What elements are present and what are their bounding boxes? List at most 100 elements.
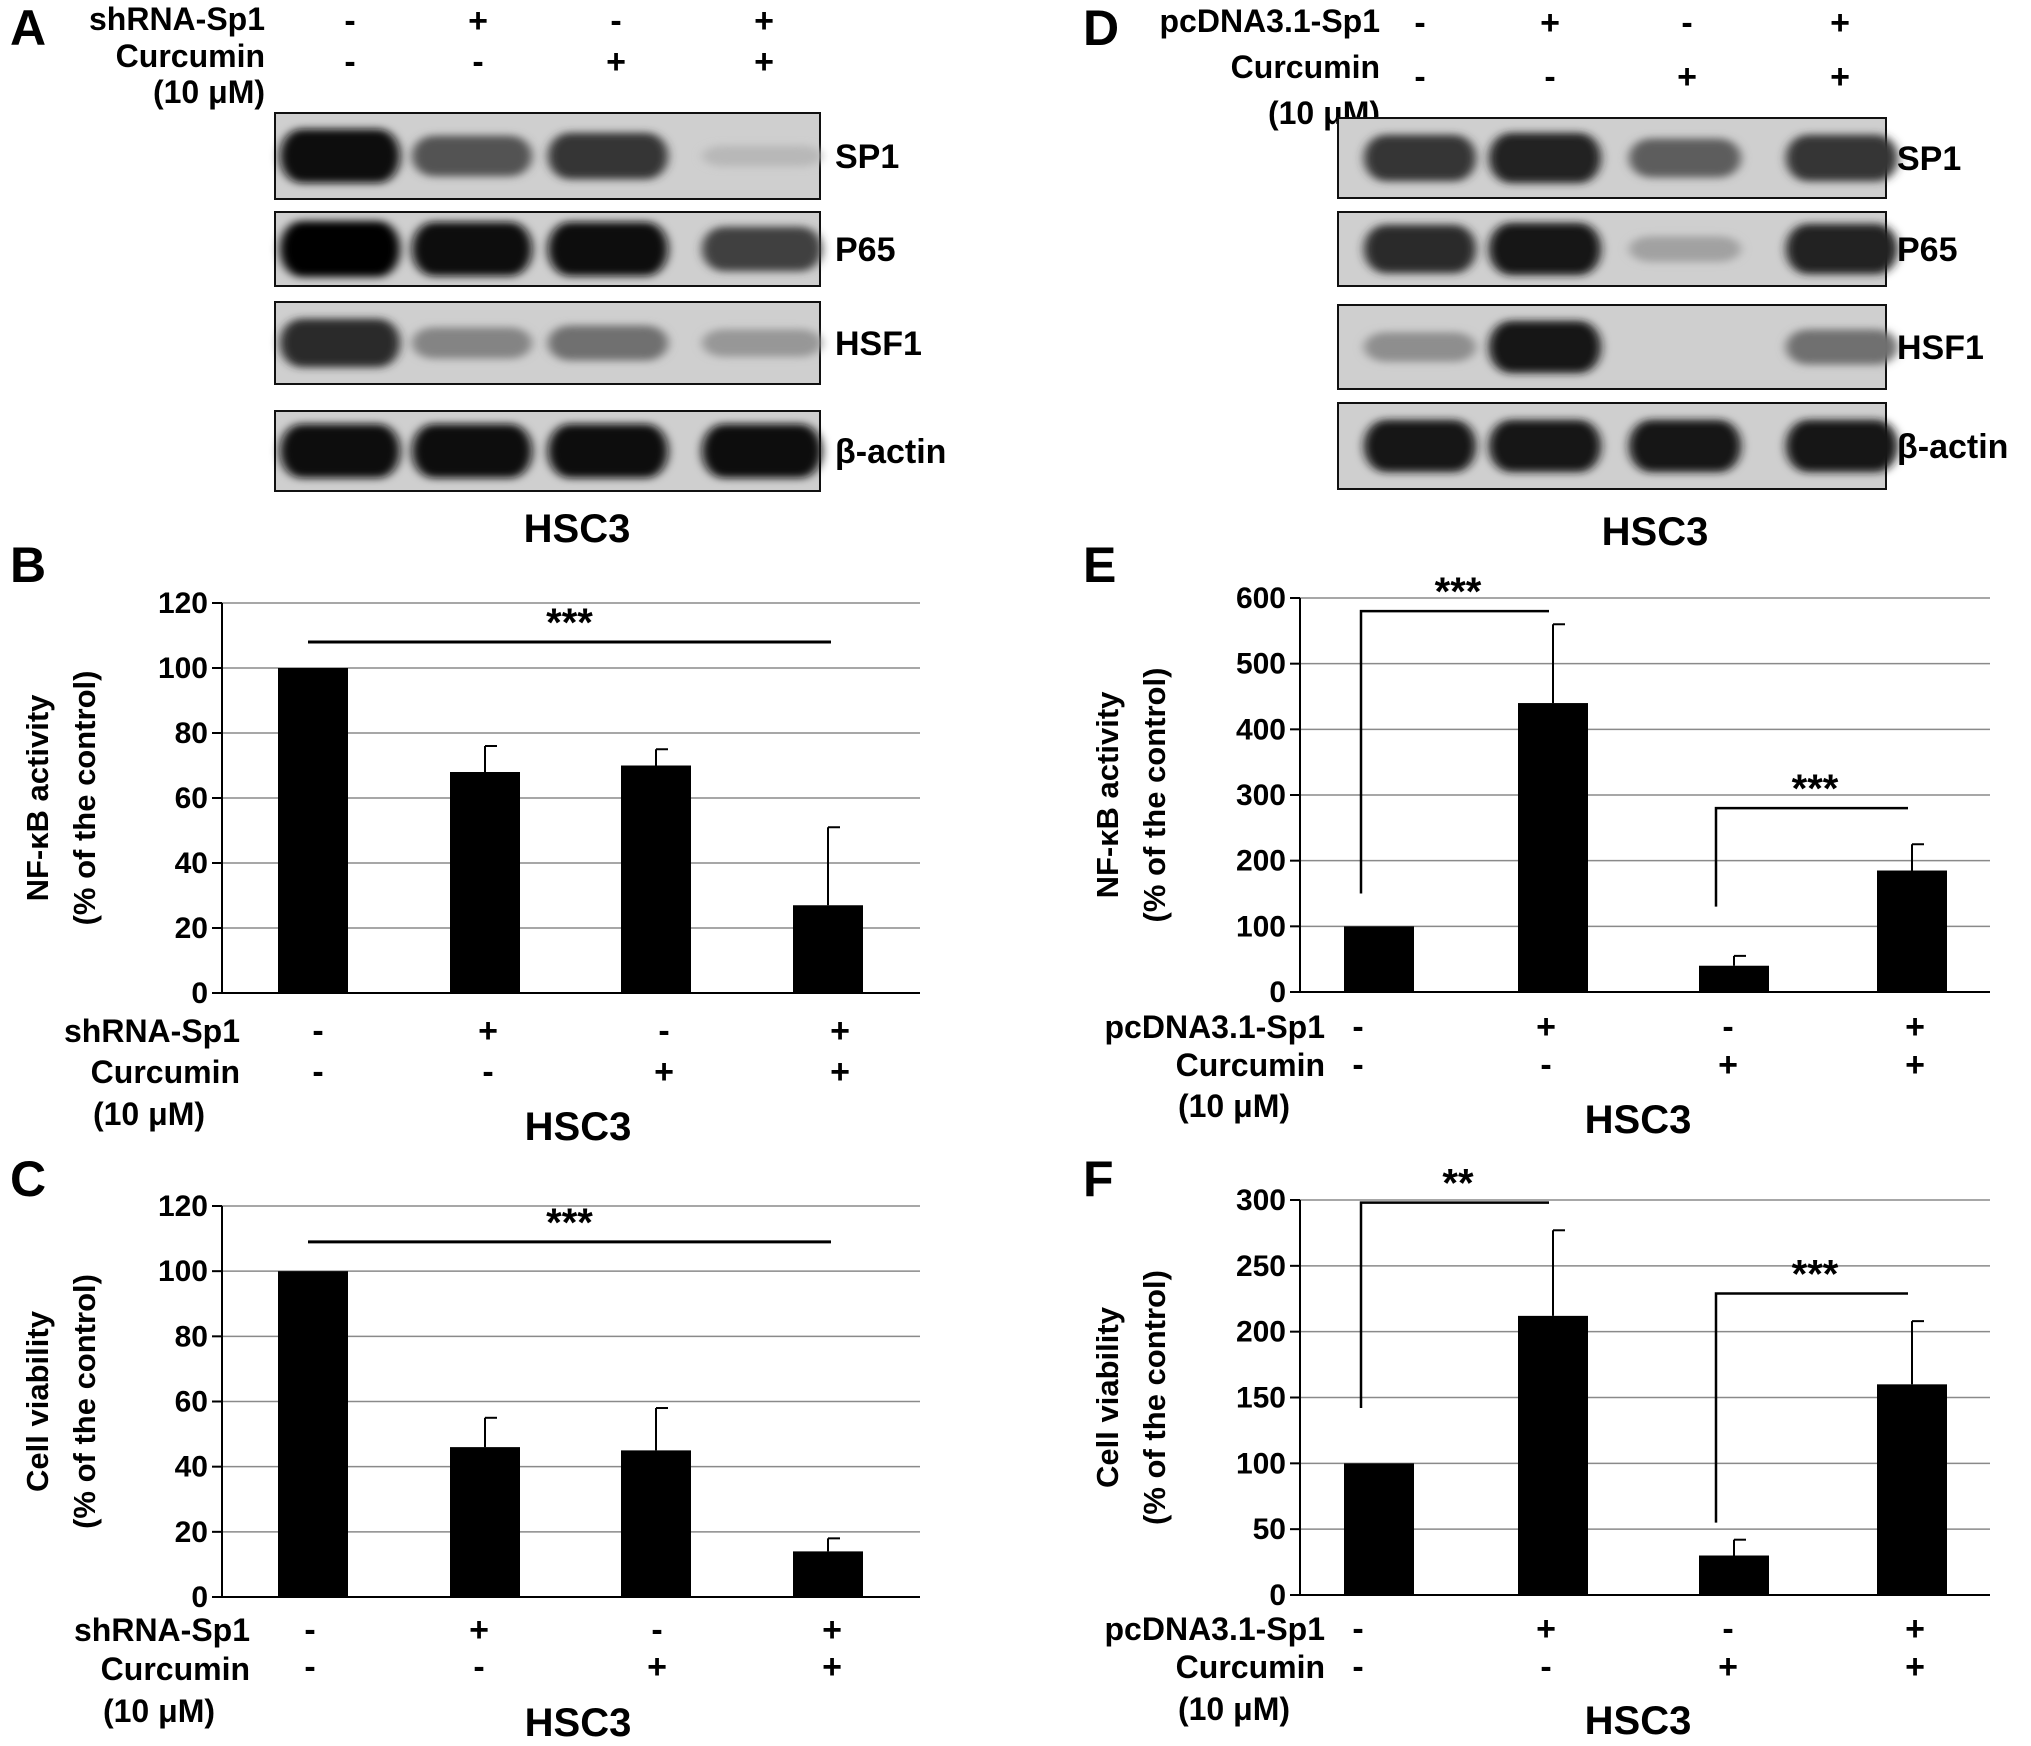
condition-sign: - <box>1414 58 1425 96</box>
significance-stars: *** <box>546 1201 593 1245</box>
condition-sign: + <box>1905 1648 1925 1686</box>
bar <box>1518 1315 1588 1595</box>
condition-label-line2: (10 μM) <box>103 1693 215 1729</box>
y-tick-label: 0 <box>1269 976 1286 1009</box>
blot-band <box>1364 224 1476 274</box>
y-tick-label: 400 <box>1236 713 1286 746</box>
y-tick-label: 100 <box>158 1255 208 1288</box>
condition-sign: - <box>1352 1046 1363 1084</box>
bar <box>1344 1463 1414 1595</box>
bar <box>1518 703 1588 992</box>
condition-sign: - <box>304 1611 315 1649</box>
condition-label-line2: (10 μM) <box>153 74 265 110</box>
y-tick-label: 20 <box>175 1516 208 1549</box>
condition-sign: + <box>1536 1610 1556 1648</box>
condition-sign: + <box>1905 1046 1925 1084</box>
y-tick-label: 100 <box>158 652 208 685</box>
y-tick-label: 500 <box>1236 648 1286 681</box>
panel-letter: E <box>1083 537 1116 593</box>
blot-band <box>548 423 668 479</box>
condition-label-line2: (10 μM) <box>1178 1088 1290 1124</box>
condition-sign: - <box>651 1611 662 1649</box>
bar <box>793 905 863 993</box>
blot-band <box>702 423 822 479</box>
bar <box>278 668 348 993</box>
blot-band <box>548 221 668 277</box>
blot-band <box>412 135 532 177</box>
blot-row: P65 <box>1337 211 1958 287</box>
condition-sign: + <box>1830 58 1850 96</box>
condition-label: Curcumin <box>1176 1047 1325 1083</box>
y-tick-label: 0 <box>191 1581 208 1614</box>
condition-sign: - <box>1540 1648 1551 1686</box>
x-axis-title: HSC3 <box>525 1105 632 1149</box>
x-axis-title: HSC3 <box>1585 1098 1692 1142</box>
condition-sign: + <box>1905 1610 1925 1648</box>
blot-row: HSF1 <box>1337 304 1984 390</box>
y-tick-label: 250 <box>1236 1250 1286 1283</box>
blot-band <box>1629 138 1741 178</box>
condition-sign: + <box>478 1012 498 1050</box>
y-tick-label: 40 <box>175 1451 208 1484</box>
bar <box>621 1450 691 1597</box>
x-axis-title: HSC3 <box>1585 1699 1692 1743</box>
y-axis-title-line2: (% of the control) <box>1137 1270 1172 1525</box>
band-label: P65 <box>835 231 896 269</box>
bar <box>793 1551 863 1597</box>
blot-row: SP1 <box>274 112 899 200</box>
band-label: SP1 <box>1897 140 1961 178</box>
condition-sign: - <box>1681 4 1692 42</box>
condition-sign: + <box>647 1648 667 1686</box>
y-axis-title: NF-κB activity <box>1090 691 1125 899</box>
panel-letter: C <box>10 1151 46 1207</box>
significance-stars: *** <box>546 601 593 645</box>
y-axis-title-line2: (% of the control) <box>1137 668 1172 923</box>
y-tick-label: 20 <box>175 912 208 945</box>
y-axis-title-line2: (% of the control) <box>67 671 102 926</box>
y-tick-label: 80 <box>175 1320 208 1353</box>
significance-stars: ** <box>1442 1162 1474 1206</box>
y-tick-label: 200 <box>1236 845 1286 878</box>
bar <box>450 772 520 993</box>
condition-label: Curcumin <box>1231 49 1380 85</box>
condition-label: shRNA-Sp1 <box>64 1013 240 1049</box>
condition-label-line2: (10 μM) <box>93 1096 205 1132</box>
blot-band <box>280 128 400 184</box>
blot-row: β-actin <box>1337 402 2008 490</box>
condition-sign: - <box>610 2 621 40</box>
y-tick-label: 600 <box>1236 582 1286 615</box>
significance-stars: *** <box>1792 1252 1839 1296</box>
blot-band <box>702 145 822 167</box>
blot-band <box>1489 222 1601 276</box>
blot-band <box>1364 419 1476 473</box>
significance-bracket <box>1359 609 1549 894</box>
condition-sign: - <box>344 2 355 40</box>
condition-sign: + <box>469 1611 489 1649</box>
blot-band <box>548 132 668 180</box>
condition-sign: - <box>482 1053 493 1091</box>
condition-label: shRNA-Sp1 <box>74 1612 250 1648</box>
y-tick-label: 300 <box>1236 779 1286 812</box>
y-tick-label: 200 <box>1236 1316 1286 1349</box>
condition-sign: + <box>1830 4 1850 42</box>
bar <box>278 1271 348 1597</box>
blot-row: β-actin <box>274 410 946 492</box>
condition-sign: + <box>606 43 626 81</box>
condition-sign: + <box>1718 1046 1738 1084</box>
condition-sign: - <box>304 1648 315 1686</box>
condition-sign: + <box>822 1648 842 1686</box>
condition-label: Curcumin <box>1176 1649 1325 1685</box>
y-tick-label: 100 <box>1236 910 1286 943</box>
condition-sign: - <box>1544 58 1555 96</box>
band-label: HSF1 <box>835 325 922 363</box>
blot-band <box>1786 419 1898 473</box>
panel-letter: A <box>10 0 46 56</box>
condition-label: pcDNA3.1-Sp1 <box>1105 1611 1326 1647</box>
condition-label-line2: (10 μM) <box>1178 1691 1290 1727</box>
blot-band <box>280 423 400 479</box>
y-tick-label: 120 <box>158 1190 208 1223</box>
blot-band <box>702 329 822 357</box>
blot-band <box>1364 332 1476 362</box>
condition-sign: - <box>1352 1648 1363 1686</box>
